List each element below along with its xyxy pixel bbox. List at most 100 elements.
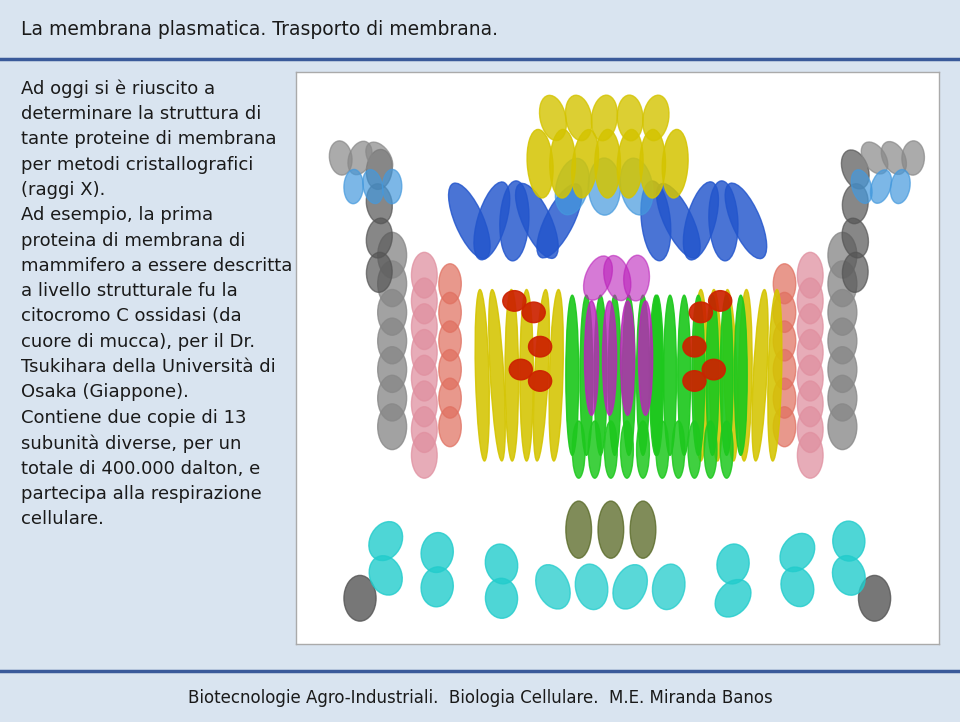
Ellipse shape [549,290,564,461]
Ellipse shape [329,141,352,175]
Ellipse shape [612,565,647,609]
Ellipse shape [377,347,407,393]
Ellipse shape [639,129,665,198]
Ellipse shape [798,406,823,453]
Ellipse shape [382,170,402,204]
Ellipse shape [439,378,462,418]
Ellipse shape [723,290,738,461]
Ellipse shape [489,290,505,461]
Ellipse shape [678,295,690,456]
Ellipse shape [565,295,579,456]
Ellipse shape [377,404,407,450]
Ellipse shape [519,290,534,461]
Circle shape [509,360,533,380]
Ellipse shape [370,556,402,595]
Ellipse shape [798,252,823,298]
Ellipse shape [656,421,669,478]
Ellipse shape [624,255,650,301]
Ellipse shape [773,321,796,361]
Ellipse shape [773,264,796,304]
Ellipse shape [439,292,462,332]
Ellipse shape [828,318,857,364]
Ellipse shape [377,261,407,307]
Ellipse shape [720,421,733,478]
Ellipse shape [620,301,635,415]
Ellipse shape [842,183,868,224]
Ellipse shape [832,521,865,561]
Ellipse shape [474,182,510,260]
Ellipse shape [412,381,437,427]
Ellipse shape [604,256,631,300]
Ellipse shape [841,150,869,189]
Ellipse shape [367,218,393,258]
Ellipse shape [798,432,823,478]
Ellipse shape [717,544,749,584]
Ellipse shape [798,329,823,375]
Ellipse shape [344,575,376,621]
Ellipse shape [798,381,823,427]
Ellipse shape [720,295,733,456]
Ellipse shape [773,349,796,390]
Ellipse shape [641,181,671,261]
Ellipse shape [725,183,767,258]
Circle shape [522,302,545,323]
Ellipse shape [377,232,407,278]
Ellipse shape [858,575,891,621]
Ellipse shape [421,567,453,606]
Ellipse shape [588,158,620,215]
Ellipse shape [572,129,598,198]
Ellipse shape [798,355,823,401]
Ellipse shape [842,252,868,292]
Ellipse shape [412,329,437,375]
Ellipse shape [486,578,517,618]
Ellipse shape [534,290,549,461]
Ellipse shape [828,347,857,393]
Ellipse shape [684,182,718,260]
Ellipse shape [580,295,593,456]
Circle shape [708,291,732,311]
Ellipse shape [890,170,910,204]
Ellipse shape [842,218,869,258]
Ellipse shape [828,404,857,450]
Ellipse shape [773,378,796,418]
Ellipse shape [650,295,662,456]
Ellipse shape [832,556,865,595]
Ellipse shape [688,421,701,478]
Ellipse shape [536,565,570,609]
Ellipse shape [828,261,857,307]
Ellipse shape [692,295,705,456]
Ellipse shape [609,295,621,456]
Ellipse shape [572,421,586,478]
Ellipse shape [768,290,782,461]
Ellipse shape [704,421,717,478]
Ellipse shape [527,129,553,198]
Ellipse shape [439,264,462,304]
Ellipse shape [636,421,650,478]
Ellipse shape [550,129,575,198]
Circle shape [689,302,712,323]
Ellipse shape [575,564,608,609]
Ellipse shape [798,304,823,349]
Ellipse shape [901,141,924,175]
Ellipse shape [412,406,437,453]
Ellipse shape [881,142,906,175]
Circle shape [702,360,726,380]
Ellipse shape [715,580,751,617]
Ellipse shape [565,501,591,558]
Ellipse shape [344,170,363,204]
Ellipse shape [651,295,663,456]
Ellipse shape [591,95,617,141]
Ellipse shape [620,158,653,215]
Ellipse shape [363,170,383,204]
Ellipse shape [500,181,529,261]
Ellipse shape [706,295,719,456]
Circle shape [503,291,526,311]
Ellipse shape [662,129,688,198]
Ellipse shape [367,252,393,292]
Ellipse shape [861,142,888,174]
Ellipse shape [412,355,437,401]
Ellipse shape [643,95,669,141]
Ellipse shape [588,421,601,478]
Ellipse shape [540,95,566,141]
Ellipse shape [412,252,437,298]
